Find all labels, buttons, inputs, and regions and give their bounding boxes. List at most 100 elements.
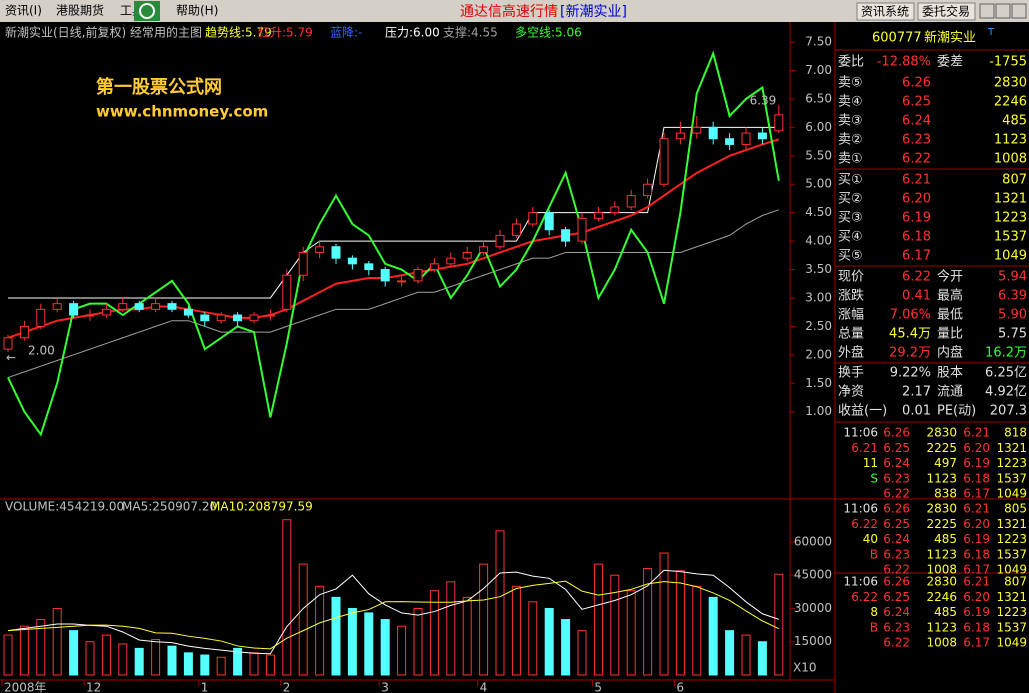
y-tick-label: 5.50	[805, 148, 832, 162]
quote-separators	[835, 49, 1029, 574]
candle-body	[528, 212, 538, 225]
volume-bar	[675, 570, 685, 676]
volume-bar	[216, 656, 226, 676]
quote-cell: 485	[1002, 114, 1027, 129]
button[interactable]: 委托交易	[922, 4, 970, 19]
candle-body	[544, 212, 554, 231]
candle-body	[495, 234, 505, 248]
candle-body	[167, 303, 177, 310]
tick-cell: 1321	[996, 517, 1027, 531]
quote-cell: 卖②	[838, 133, 863, 148]
x-tick-label: 1	[201, 681, 209, 693]
candle-body	[249, 314, 259, 322]
menu-item[interactable]: 港股期货	[56, 3, 104, 18]
quote-cell: 6.17	[902, 249, 931, 264]
quote-cell: 6.39	[998, 289, 1027, 304]
quote-cell: 6.23	[902, 133, 931, 148]
chart-title: 新潮实业(日线,前复权) 经常用的主图	[5, 25, 202, 40]
indicator: 趋势线:5.79	[205, 26, 272, 40]
tick-cell: 497	[934, 456, 957, 470]
tick-cell: 6.25	[883, 590, 910, 604]
tick-cell: 6.23	[883, 547, 910, 561]
quote-cell: 1123	[994, 133, 1027, 148]
quote-cell: 2.17	[902, 385, 931, 400]
volume-bar	[134, 647, 144, 676]
candle-body	[19, 325, 29, 339]
stock-tag: [新潮实业]	[560, 4, 627, 20]
tick-cell: 1049	[996, 563, 1027, 577]
menu-item[interactable]: 帮助(H)	[176, 4, 218, 18]
quote-cell: 总量	[838, 327, 864, 342]
tick-cell: 1321	[996, 441, 1027, 455]
x-tick-label: 4	[480, 681, 488, 693]
app-icon[interactable]	[134, 1, 160, 21]
volume-bar	[331, 596, 341, 676]
tick-cell: 485	[934, 532, 957, 546]
quote-cell: 外盘	[838, 345, 864, 361]
tick-cell: 1008	[926, 563, 957, 577]
tick-cell: 6.18	[963, 547, 990, 561]
tick-lead: 40	[863, 532, 878, 546]
volume-bar	[692, 585, 702, 676]
tick-cell: 6.25	[883, 441, 910, 455]
tick-lead: S	[870, 471, 878, 485]
tick-cell: 2225	[926, 441, 957, 455]
candle-body	[380, 269, 390, 282]
button-frame[interactable]	[917, 2, 976, 21]
close-button[interactable]	[1011, 3, 1027, 19]
candle-body	[134, 303, 144, 310]
volume-bar	[495, 530, 505, 676]
tick-cell: 6.24	[883, 605, 910, 619]
tick-cell: 6.17	[963, 487, 990, 501]
volume-bar	[364, 612, 374, 676]
volume-bar	[708, 596, 718, 676]
tick-cell: 2830	[926, 426, 957, 440]
y-tick-label: 1.50	[805, 376, 832, 390]
tick-cell: 6.22	[883, 563, 910, 577]
quote-cell: 最高	[937, 288, 963, 304]
quote-cell: 5.90	[998, 308, 1027, 323]
minimize-button[interactable]	[979, 3, 995, 19]
maximize-button[interactable]	[995, 3, 1011, 19]
tick-cell: 6.23	[883, 471, 910, 485]
quote-cell: 6.22	[902, 270, 931, 285]
button-frame[interactable]	[856, 2, 915, 21]
tick-lead: 6.22	[851, 590, 878, 604]
volume-bar	[298, 563, 308, 676]
candle-body	[101, 308, 111, 316]
volume-bar	[19, 625, 29, 676]
quote-cell: 流通	[937, 385, 963, 400]
volume-bar	[774, 573, 784, 676]
tick-cell: 818	[1004, 426, 1027, 440]
tick-lead: 11:06	[843, 426, 878, 440]
quote-cell: 1537	[994, 230, 1027, 245]
candle-body	[429, 263, 439, 271]
indicator: MA5:250907.20	[122, 500, 217, 514]
candle-body	[413, 269, 423, 282]
tick-cell: 6.18	[963, 620, 990, 634]
candle-body	[265, 314, 275, 317]
menu-item[interactable]: 资讯(I)	[5, 4, 42, 18]
volume-bar	[151, 639, 161, 676]
volume-bar	[282, 519, 292, 676]
volume-bar	[659, 552, 669, 676]
tick-cell: 6.22	[883, 636, 910, 650]
quote-cell: 16.2万	[985, 346, 1027, 361]
tick-cell: 2830	[926, 502, 957, 516]
tick-lead: B	[870, 620, 878, 634]
tick-cell: 6.26	[883, 502, 910, 516]
quote-cell: 买④	[838, 230, 863, 245]
quote-cell: 6.18	[902, 230, 931, 245]
indicator-line	[7, 209, 779, 379]
quote-cell: 换手	[838, 366, 864, 381]
volume-bar	[577, 630, 587, 676]
candle-body	[692, 126, 702, 134]
volume-bar	[757, 641, 767, 676]
candle-body	[151, 303, 161, 310]
volume-bar	[233, 647, 243, 676]
quote-cell: 6.25亿	[985, 366, 1027, 381]
quote-cell: 卖⑤	[838, 76, 863, 91]
button[interactable]: 资讯系统	[861, 5, 909, 19]
quote-cell: 807	[1002, 173, 1027, 188]
quote-cell: 6.21	[902, 173, 931, 188]
